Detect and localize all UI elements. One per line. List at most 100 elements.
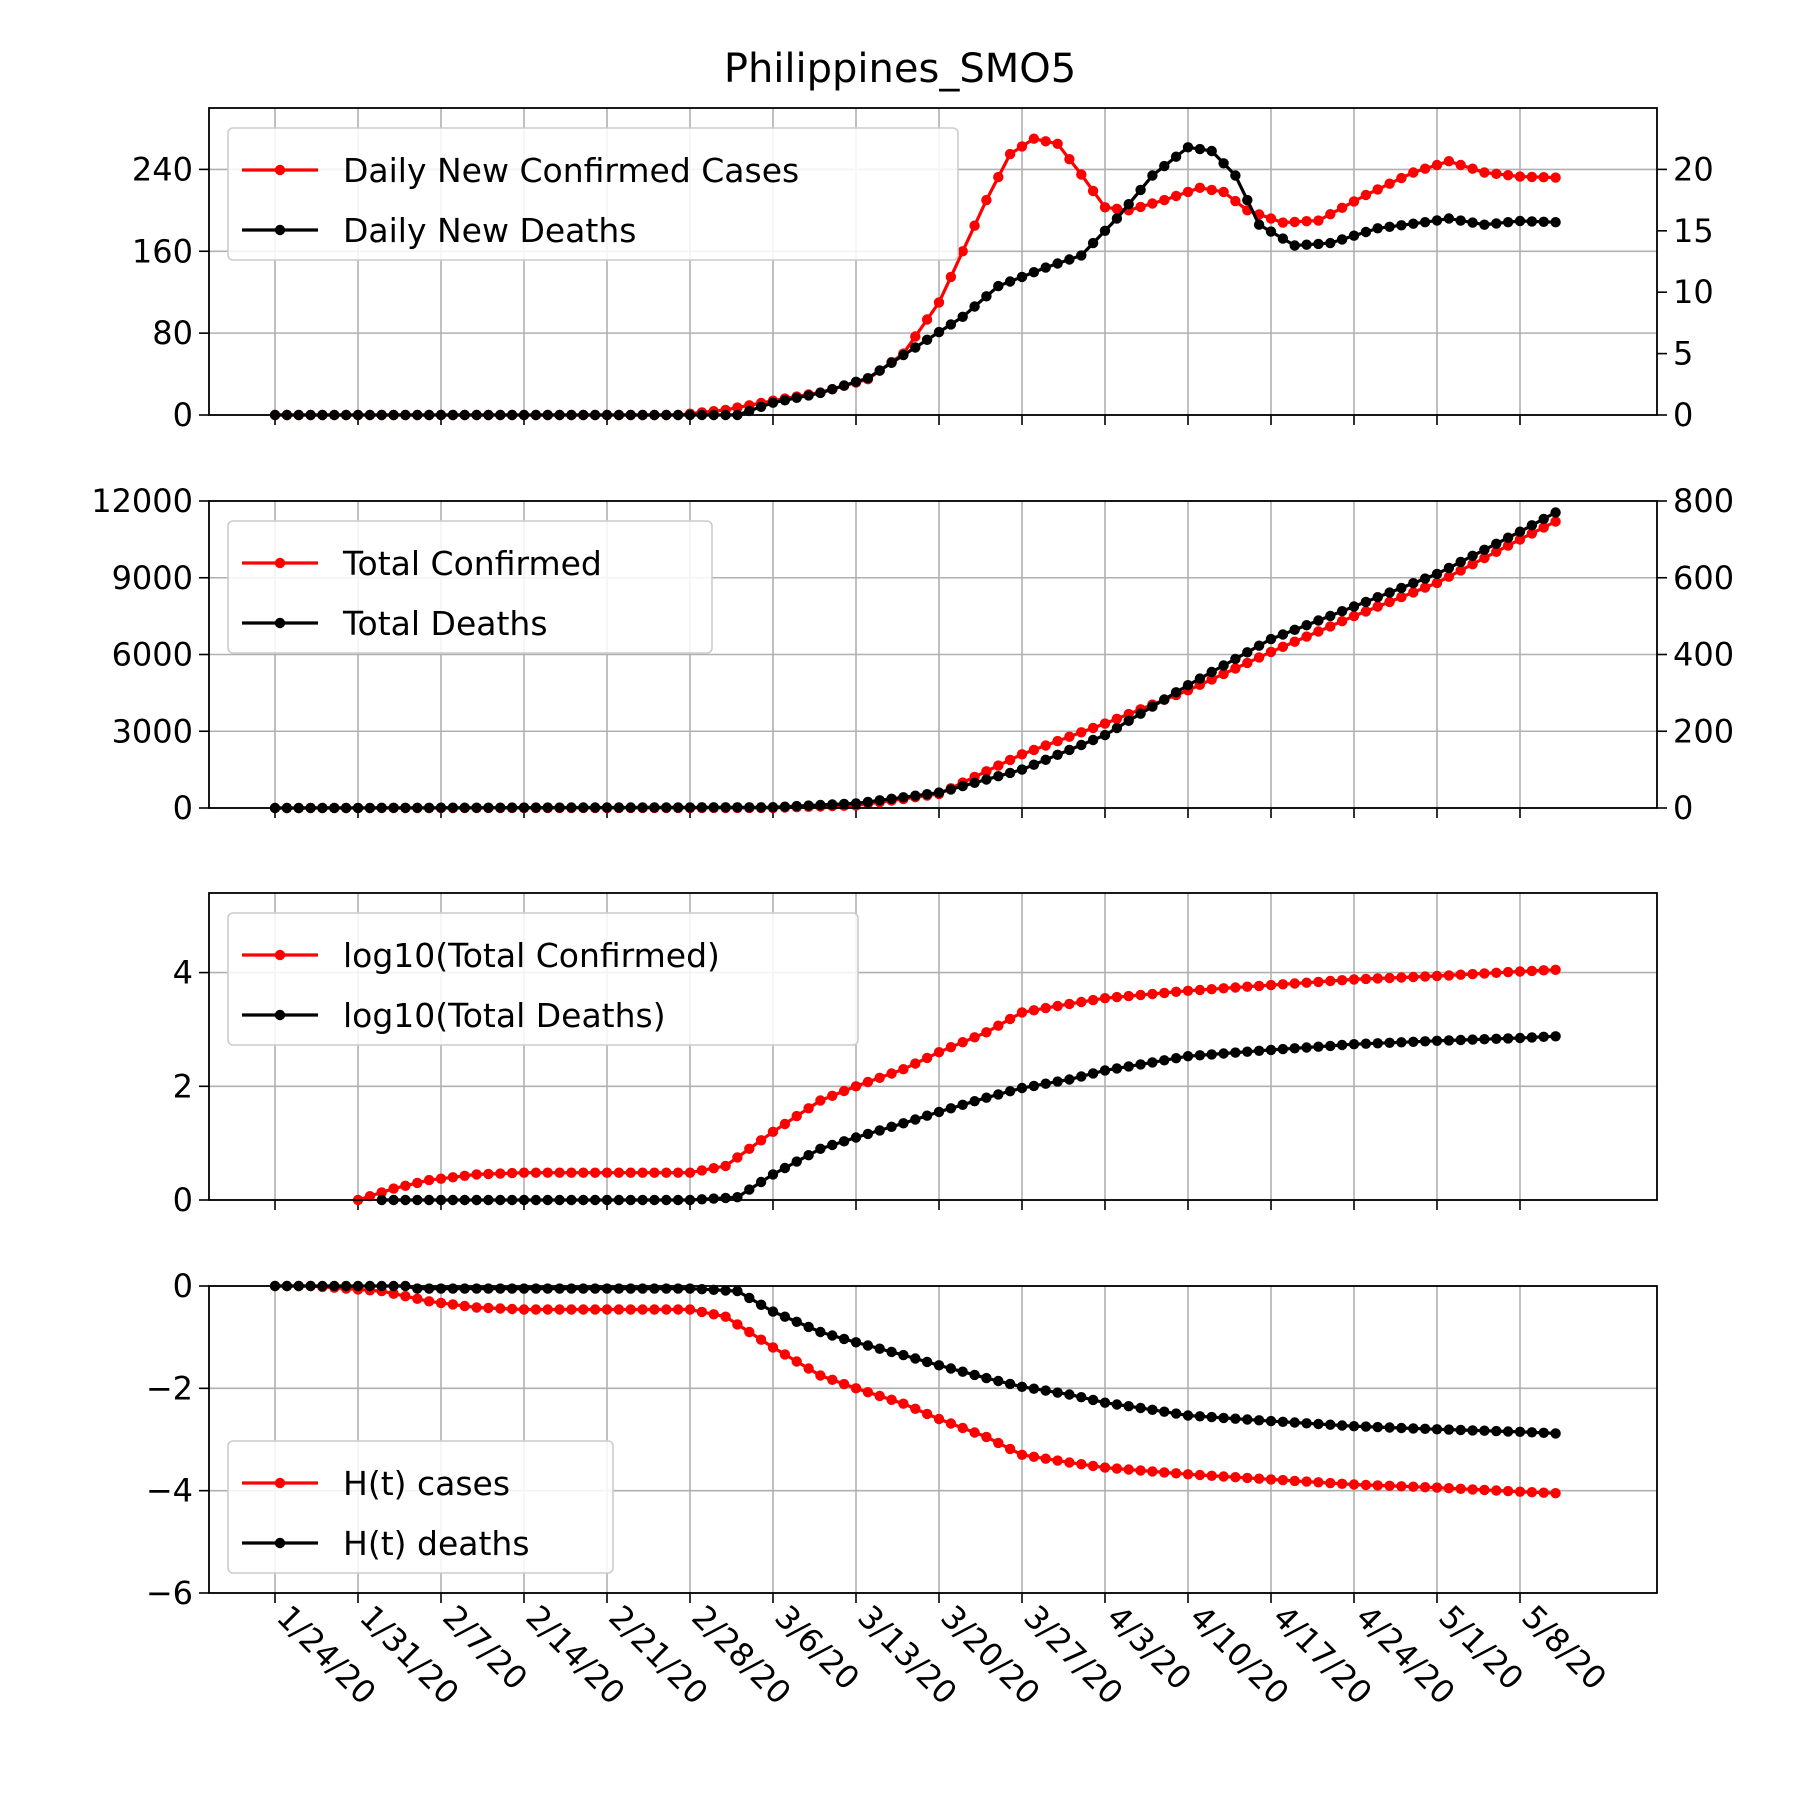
data-point	[1526, 520, 1538, 531]
data-point	[862, 1340, 874, 1351]
data-point	[1408, 167, 1419, 178]
data-point	[1111, 213, 1123, 224]
data-point	[1182, 680, 1194, 691]
data-point	[1538, 1427, 1549, 1439]
data-point	[993, 760, 1004, 771]
data-point	[1016, 1449, 1028, 1461]
data-point	[625, 1283, 636, 1294]
panel-1: 0 80 160 240 0 5 10 15 20 Daily New Confirmed Cas…	[132, 107, 1714, 434]
data-point	[981, 1431, 992, 1443]
data-point	[1123, 1061, 1134, 1072]
chart-title: Philippines_SMO5	[724, 46, 1076, 92]
data-point	[518, 1167, 530, 1178]
data-point	[1052, 1076, 1063, 1087]
data-point	[1431, 568, 1443, 580]
data-point	[423, 1296, 435, 1307]
data-point	[1336, 1039, 1348, 1051]
data-point	[815, 1143, 826, 1155]
data-point	[957, 246, 968, 257]
data-point	[1253, 1415, 1265, 1426]
legend-box	[227, 127, 959, 261]
data-point	[1087, 1394, 1099, 1406]
data-point	[1277, 629, 1289, 640]
plot-frame	[208, 1285, 1658, 1594]
data-point	[1159, 1467, 1170, 1478]
data-point	[1514, 1426, 1526, 1438]
data-point	[1396, 591, 1407, 603]
data-point	[554, 1167, 565, 1178]
data-point	[506, 1167, 518, 1179]
data-point	[720, 1192, 731, 1204]
data-point	[1218, 660, 1229, 671]
y-tick-label: 160	[132, 232, 193, 270]
data-point	[1076, 250, 1087, 261]
data-point	[1016, 1007, 1028, 1018]
data-point	[1526, 171, 1538, 183]
data-point	[1111, 1063, 1123, 1074]
data-point	[672, 1167, 684, 1178]
data-point	[1265, 979, 1277, 991]
data-point	[1028, 1383, 1040, 1394]
data-point	[1040, 1385, 1051, 1396]
data-point	[1360, 606, 1372, 617]
data-point	[1135, 184, 1146, 196]
data-point	[1040, 740, 1051, 751]
data-point	[1443, 970, 1455, 981]
data-point	[1313, 626, 1324, 637]
data-point	[1372, 223, 1383, 234]
data-point	[447, 1299, 459, 1310]
data-point	[1206, 666, 1217, 678]
data-point	[732, 1285, 743, 1297]
data-point	[898, 1398, 909, 1409]
data-point	[1253, 219, 1265, 230]
data-point	[1111, 713, 1123, 724]
data-point	[1004, 754, 1016, 766]
data-point	[827, 384, 838, 395]
data-point	[1099, 993, 1111, 1004]
data-point	[779, 801, 791, 812]
data-point	[1135, 1465, 1146, 1476]
data-point	[815, 1370, 826, 1381]
data-point	[1087, 994, 1099, 1006]
data-point	[957, 1037, 968, 1048]
data-point	[1087, 734, 1099, 746]
data-point	[1301, 1042, 1312, 1053]
data-point	[1218, 1048, 1229, 1059]
data-point	[1455, 215, 1466, 226]
data-point	[957, 311, 968, 322]
data-point	[815, 387, 826, 399]
data-point	[1348, 1421, 1360, 1432]
data-point	[862, 1076, 874, 1088]
data-point	[1230, 170, 1241, 181]
data-point	[1467, 1425, 1478, 1436]
data-point	[1111, 1399, 1123, 1410]
data-point	[1289, 624, 1300, 635]
data-point	[1550, 1031, 1561, 1042]
data-point	[921, 1408, 933, 1420]
data-point	[1194, 143, 1206, 155]
data-point	[412, 1293, 423, 1305]
data-point	[708, 1163, 719, 1174]
data-point	[1052, 258, 1063, 269]
data-point	[1218, 983, 1229, 994]
data-point	[910, 790, 921, 801]
data-point	[838, 798, 850, 810]
data-point	[1491, 546, 1502, 557]
data-point	[1384, 1480, 1395, 1492]
y-tick-label: −2	[146, 1369, 193, 1407]
data-point	[708, 1284, 719, 1296]
data-point	[1431, 577, 1443, 589]
legend-marker	[274, 557, 286, 569]
data-point	[1230, 982, 1241, 993]
data-point	[1242, 1046, 1253, 1057]
data-point	[720, 1311, 731, 1322]
legend-label: Daily New Confirmed Cases	[343, 151, 799, 190]
data-point	[578, 1304, 589, 1315]
data-point	[1479, 1034, 1490, 1045]
data-point	[1479, 1425, 1490, 1436]
data-point	[1040, 754, 1051, 765]
data-point	[1360, 1479, 1372, 1491]
data-point	[1325, 975, 1336, 987]
data-point	[1479, 167, 1490, 178]
